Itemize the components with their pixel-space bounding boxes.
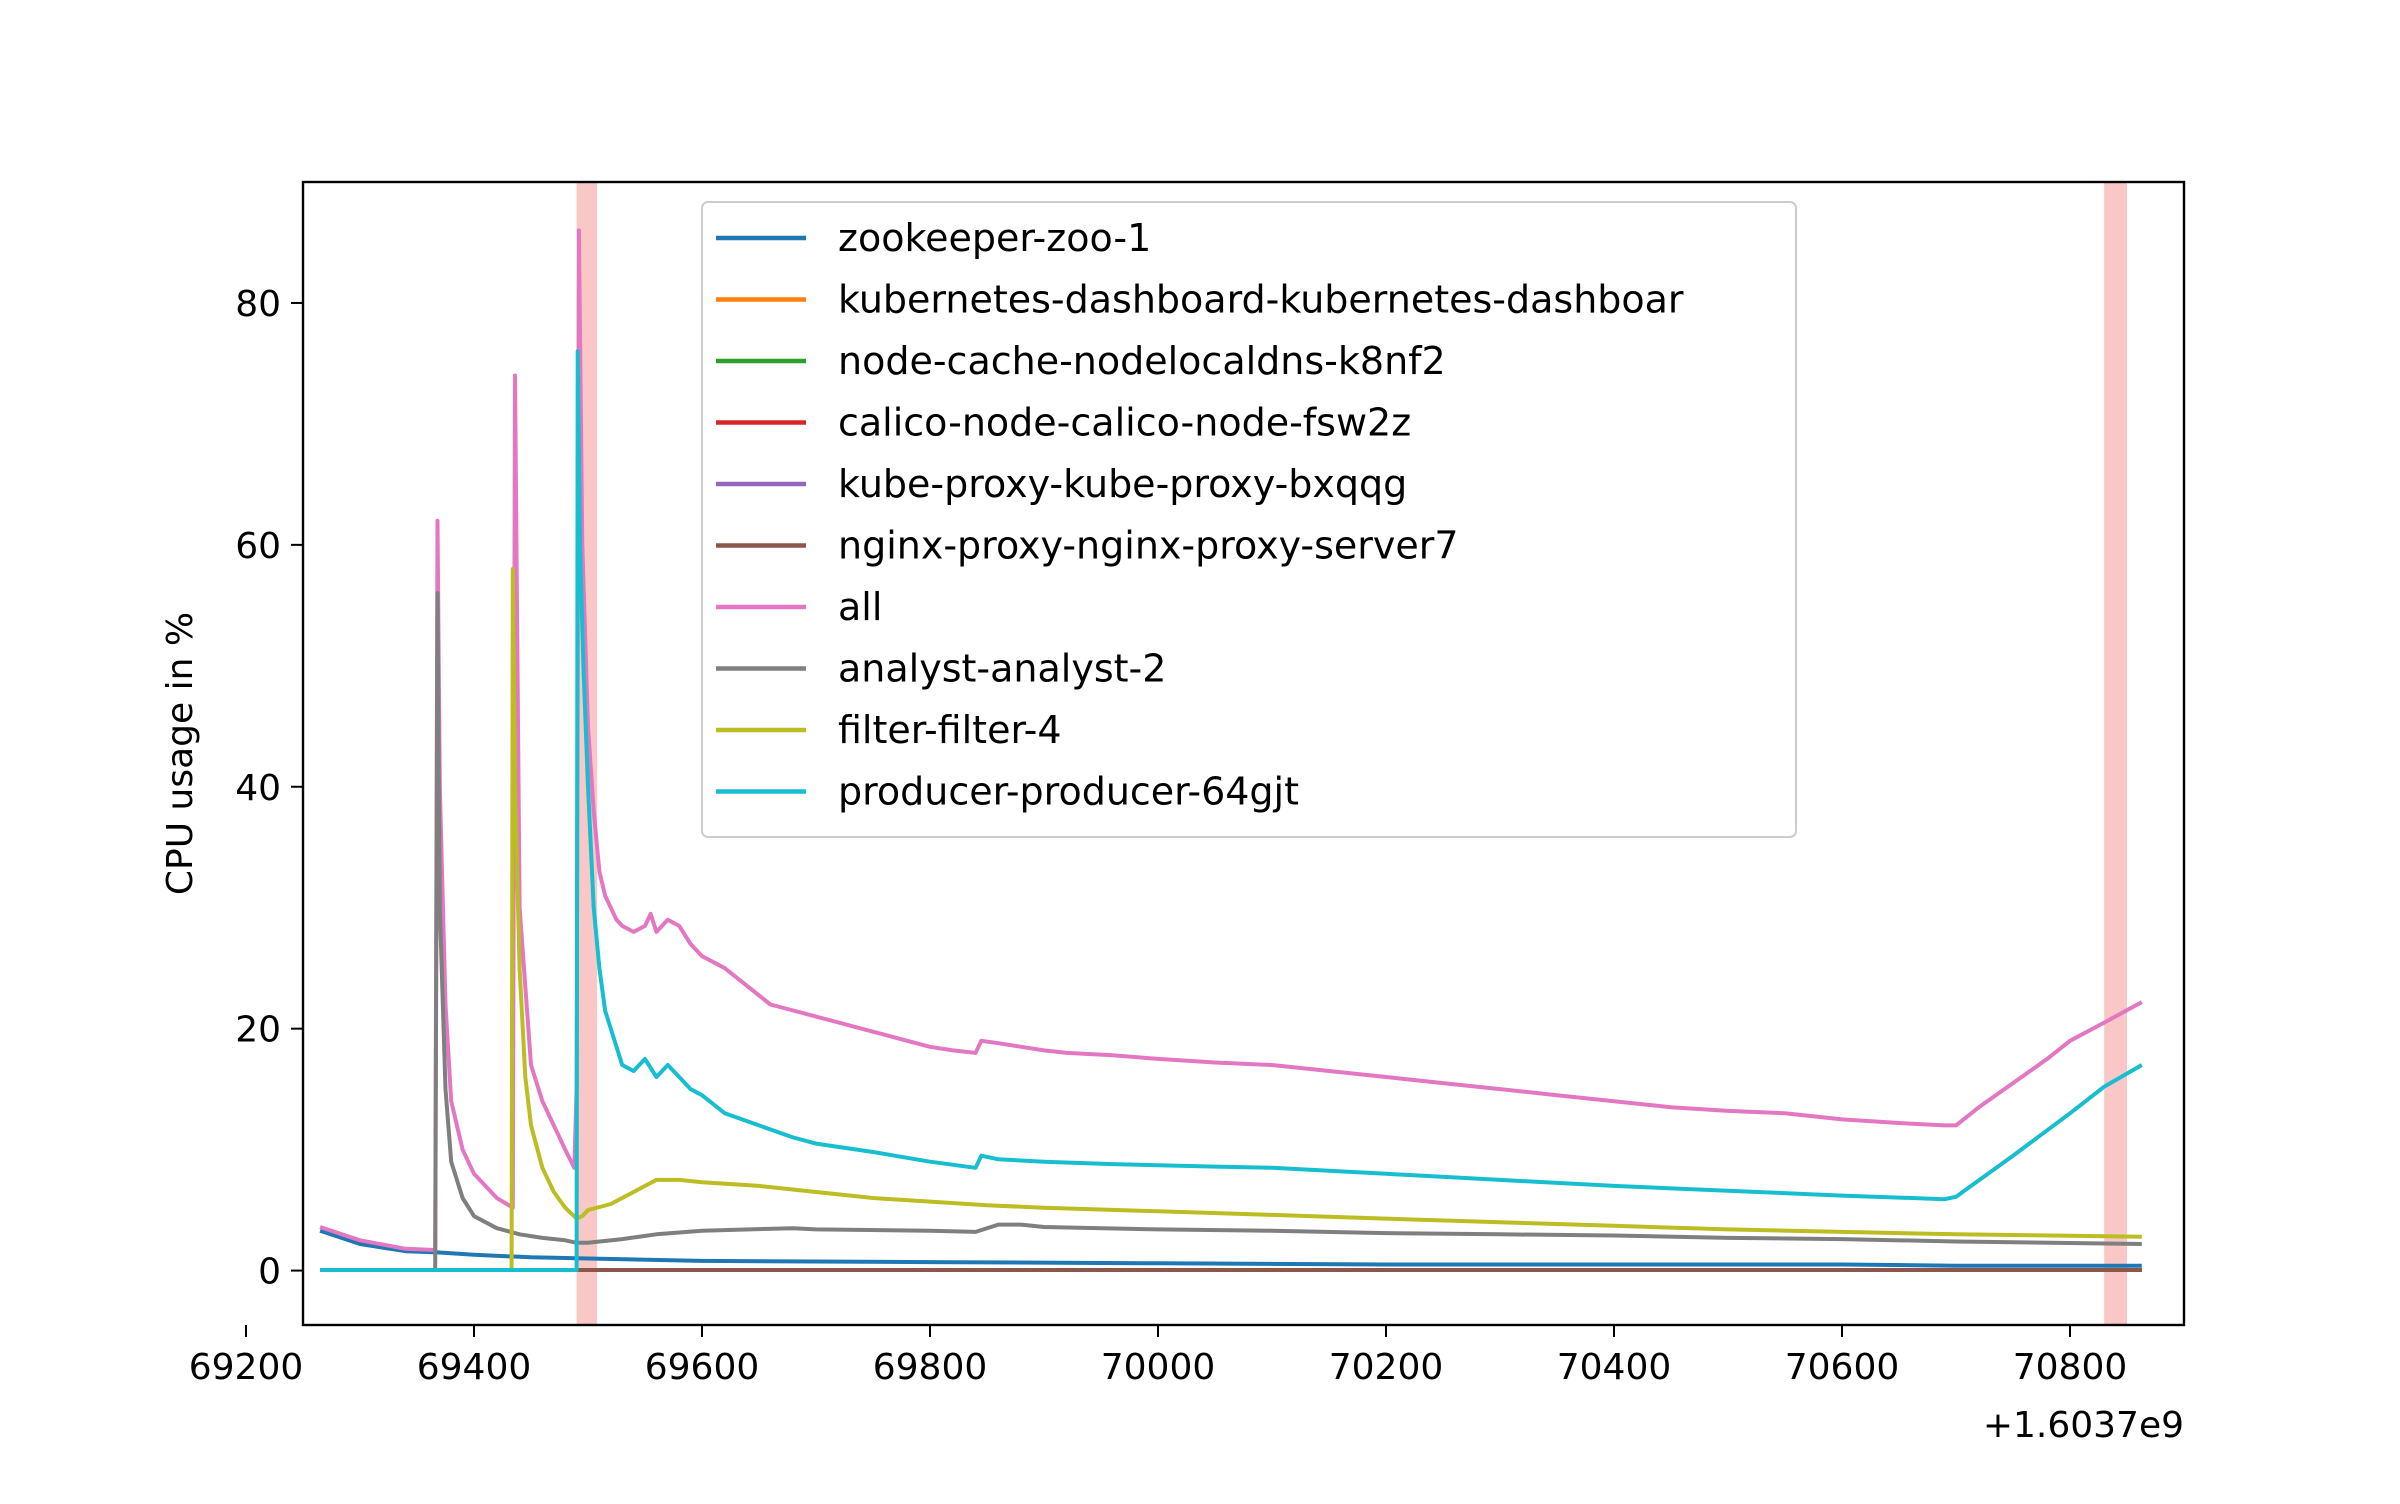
legend-label: kube-proxy-kube-proxy-bxqqg — [838, 462, 1407, 506]
series-lines — [319, 228, 2143, 1272]
series-line-7 — [319, 228, 2143, 1252]
legend-label: filter-filter-4 — [838, 708, 1062, 752]
plot-frame — [301, 180, 2186, 1327]
series-line-10 — [320, 349, 2143, 1272]
series-line-8 — [320, 591, 2142, 1272]
legend-label: calico-node-calico-node-fsw2z — [838, 401, 1411, 445]
x-tick-label: 69200 — [189, 1347, 304, 1388]
y-tick-label: 20 — [235, 1010, 281, 1051]
legend-label: zookeeper-zoo-1 — [838, 216, 1151, 260]
series-line-1 — [319, 1228, 2142, 1268]
x-tick-label: 69400 — [417, 1347, 532, 1388]
highlight-span-2 — [2104, 182, 2127, 1325]
x-tick-label: 70800 — [2013, 1347, 2128, 1388]
x-tick-label: 70400 — [1557, 1347, 1672, 1388]
y-axis-ticks: 0 20 40 60 80 — [235, 284, 303, 1293]
x-tick-label: 70600 — [1785, 1347, 1900, 1388]
legend-label: all — [838, 585, 882, 629]
legend-label: node-cache-nodelocaldns-k8nf2 — [838, 339, 1446, 383]
x-tick-label: 70200 — [1329, 1347, 1444, 1388]
y-tick-label: 0 — [258, 1252, 281, 1293]
x-tick-label: 69600 — [645, 1347, 760, 1388]
y-tick-label: 60 — [235, 526, 281, 567]
series-line-9 — [320, 567, 2142, 1272]
legend-label: analyst-analyst-2 — [838, 647, 1166, 691]
x-tick-label: 70000 — [1101, 1347, 1216, 1388]
legend-label: nginx-proxy-nginx-proxy-server7 — [838, 524, 1459, 568]
x-axis-offset-label: +1.6037e9 — [1983, 1405, 2184, 1446]
y-tick-label: 80 — [235, 284, 281, 325]
x-axis-ticks: 69200 69400 69600 69800 70000 70200 70400 70600… — [189, 1325, 2128, 1388]
y-tick-label: 40 — [235, 768, 281, 809]
legend-box — [701, 201, 1797, 838]
legend: zookeeper-zoo-1 kubernetes-dashboard-kube… — [701, 201, 1797, 838]
y-axis-label: CPU usage in % — [160, 612, 201, 895]
legend-label: producer-producer-64gjt — [838, 770, 1299, 814]
x-tick-label: 69800 — [873, 1347, 988, 1388]
legend-label: kubernetes-dashboard-kubernetes-dashboar — [838, 278, 1684, 322]
